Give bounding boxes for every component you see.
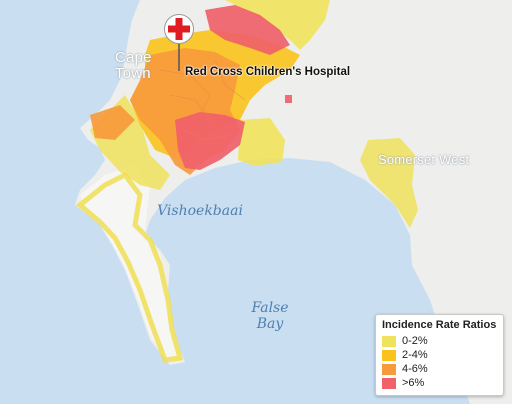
marker-label: Red Cross Children's Hospital bbox=[185, 66, 351, 78]
region-low-east bbox=[238, 118, 285, 166]
region-high-west bbox=[90, 105, 135, 140]
water-label-false-bay: False Bay bbox=[251, 300, 289, 332]
water-label-vishoekbaai: Vishoekbaai bbox=[157, 203, 243, 219]
legend-swatch bbox=[382, 363, 396, 375]
legend-swatch bbox=[382, 335, 396, 347]
region-vhigh-central bbox=[175, 112, 245, 170]
district-boundaries bbox=[159, 59, 246, 141]
legend-label: 0-2% bbox=[402, 335, 428, 347]
place-cape-town: Cape Town bbox=[115, 49, 152, 82]
place-somerset-west: Somerset West bbox=[378, 152, 470, 167]
legend-label: 2-4% bbox=[402, 349, 428, 361]
legend: Incidence Rate Ratios 0-2% 2-4% 4-6% >6% bbox=[375, 314, 504, 396]
region-low-peninsula bbox=[76, 171, 184, 363]
legend-swatch bbox=[382, 377, 396, 389]
legend-item: 0-2% bbox=[382, 334, 497, 348]
legend-item: 2-4% bbox=[382, 348, 497, 362]
red-cross-pin-icon[interactable] bbox=[163, 13, 195, 71]
legend-title: Incidence Rate Ratios bbox=[382, 319, 497, 331]
region-low-somerset bbox=[360, 138, 418, 228]
legend-item: 4-6% bbox=[382, 362, 497, 376]
legend-swatch bbox=[382, 349, 396, 361]
legend-label: >6% bbox=[402, 377, 425, 389]
legend-item: >6% bbox=[382, 376, 497, 390]
region-vhigh-north bbox=[205, 5, 290, 55]
region-vhigh-small bbox=[285, 95, 292, 103]
legend-label: 4-6% bbox=[402, 363, 428, 375]
